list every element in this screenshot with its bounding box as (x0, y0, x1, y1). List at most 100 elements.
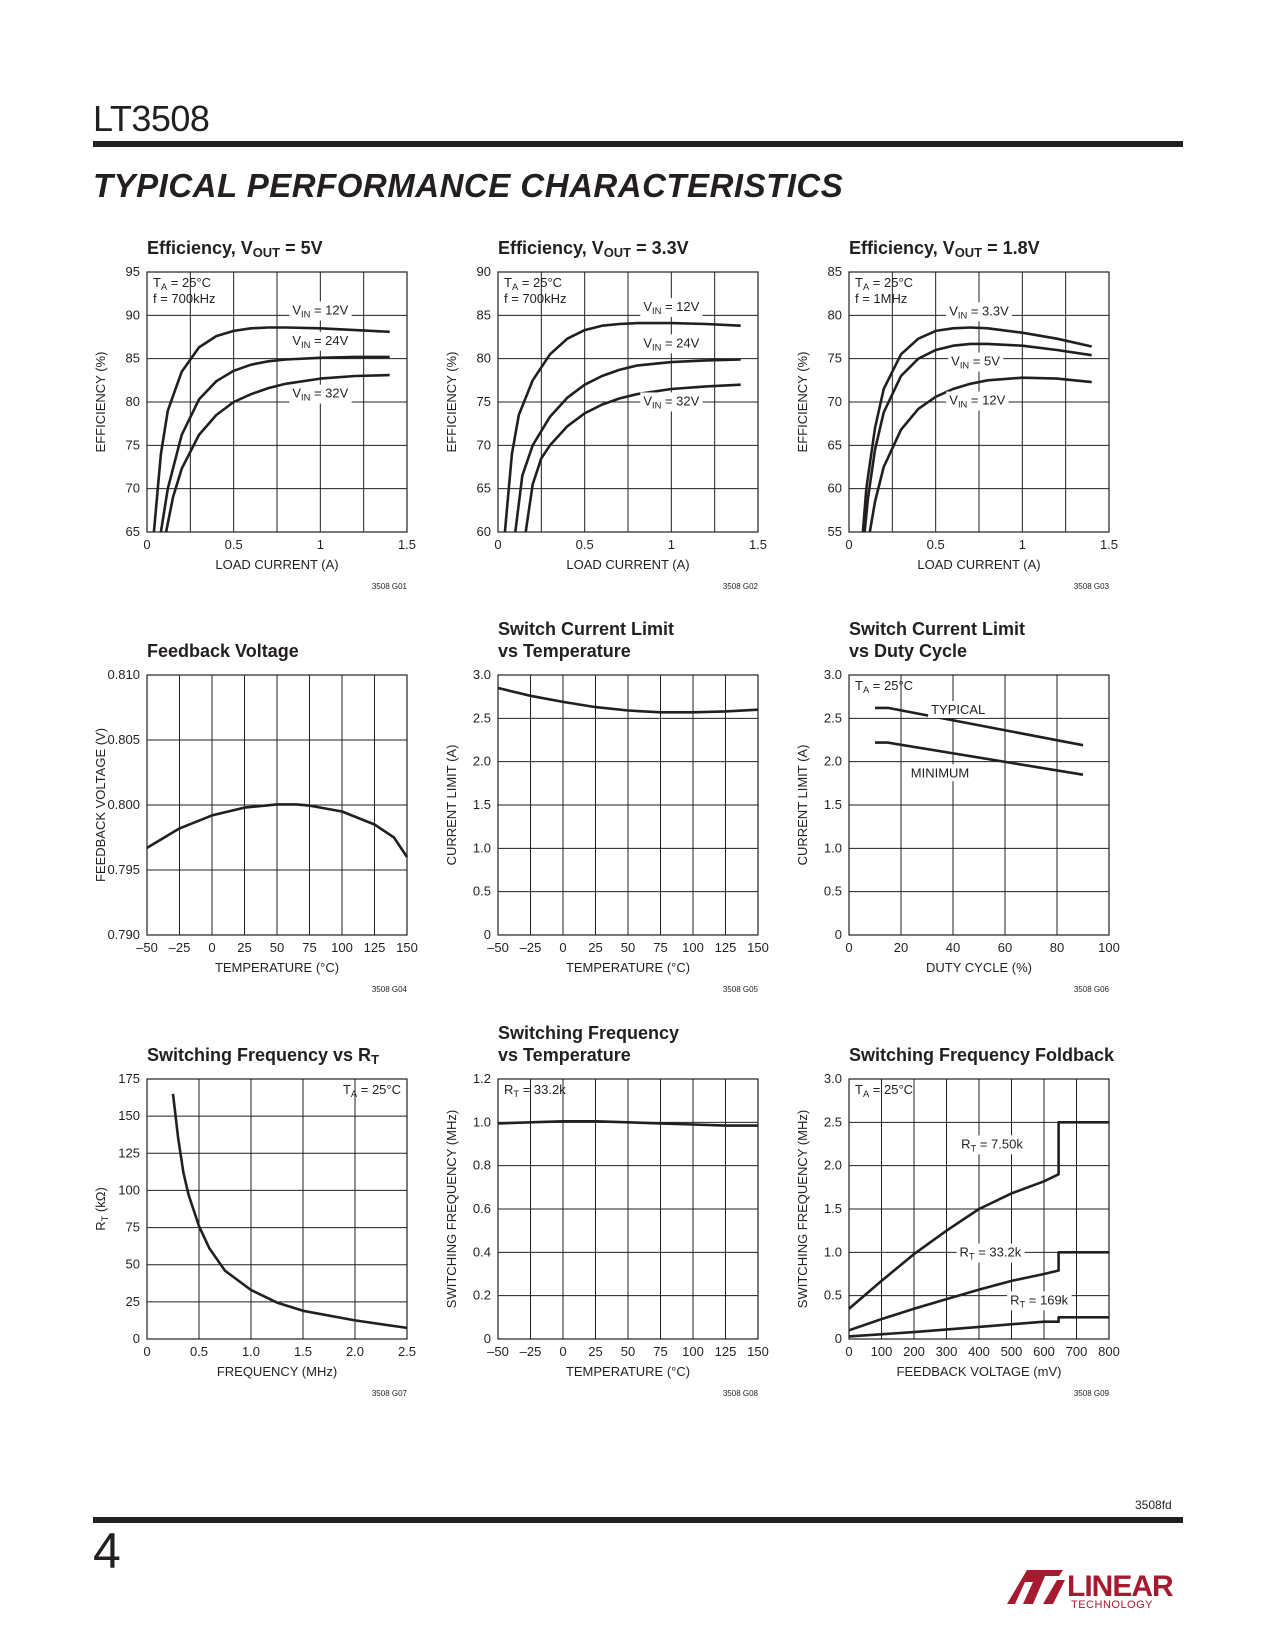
x-axis-label-part: FREQUENCY (MHz) (217, 1364, 337, 1379)
y-tick-label: 0 (484, 927, 491, 942)
x-tick-label: 150 (747, 1344, 769, 1359)
y-axis-label: SWITCHING FREQUENCY (MHz) (795, 1110, 810, 1308)
plot-frame (848, 1078, 1110, 1340)
chart-title: Efficiency, VOUT = 5V (147, 238, 323, 260)
x-axis-label-part: FEEDBACK VOLTAGE (mV) (897, 1364, 1062, 1379)
chart-title: vs Duty Cycle (849, 641, 967, 661)
x-tick-label: 50 (621, 1344, 635, 1359)
x-tick-label: 75 (302, 940, 316, 955)
y-tick-label: 0.6 (473, 1201, 491, 1216)
series-label-part: V (292, 302, 301, 317)
series-label: TYPICAL (931, 702, 985, 717)
x-tick-label: 0 (208, 940, 215, 955)
series-label: RT = 7.50k (961, 1136, 1023, 1153)
x-tick-label: 0.5 (927, 537, 945, 552)
series-label-part: = 33.2k (975, 1245, 1022, 1260)
series-line (875, 741, 1084, 776)
x-tick-label: 25 (588, 940, 602, 955)
series-label-background (1007, 1291, 1072, 1311)
x-tick-label: 2.0 (346, 1344, 364, 1359)
x-tick-label: 125 (715, 1344, 737, 1359)
chart-title: Switching Frequency (498, 1023, 679, 1043)
condition-label-part: T (504, 275, 512, 290)
y-tick-label: 90 (126, 307, 140, 322)
chart-efficiency-1v8: Efficiency, VOUT = 1.8V 0 0.5 1 1.5 55 60 65 70 7… (790, 230, 1150, 620)
y-tick-label: 3.0 (824, 1071, 842, 1086)
x-tick-label: –25 (169, 940, 191, 955)
series-label-background (640, 392, 703, 412)
chart-title-part: OUT (955, 245, 982, 260)
condition-label: TA = 25°C (855, 678, 913, 695)
condition-label: TA = 25°C (855, 1082, 913, 1099)
condition-label-part: T (153, 275, 161, 290)
series-label-part: = 24V (661, 335, 699, 350)
x-axis-label: DUTY CYCLE (%) (926, 960, 1032, 975)
y-tick-label: 1.5 (824, 1201, 842, 1216)
chart-svg: Efficiency, VOUT = 3.3V 0 0.5 1 1.5 60 65 70 75 8… (444, 238, 767, 591)
x-tick-label: 1 (317, 537, 324, 552)
series-label-part: IN (958, 400, 967, 410)
y-tick-label: 75 (126, 437, 140, 452)
x-tick-label: –50 (487, 940, 509, 955)
y-tick-label: 0.2 (473, 1288, 491, 1303)
series-label-background (946, 391, 1009, 411)
x-tick-label: 0 (143, 1344, 150, 1359)
x-tick-label: 1.5 (1100, 537, 1118, 552)
series-line (848, 1251, 1109, 1332)
series-label: RT = 169k (1010, 1292, 1069, 1309)
condition-label-part: T (855, 1082, 863, 1097)
series-line (146, 803, 409, 858)
condition-label-part: A (351, 1089, 358, 1099)
y-tick-label: 2.5 (824, 1114, 842, 1129)
x-tick-label: 0 (143, 537, 150, 552)
y-tick-label: 75 (126, 1220, 140, 1235)
series-label-part: = 5V (969, 354, 1000, 369)
x-axis-label-part: LOAD CURRENT (A) (917, 557, 1040, 572)
series-line (875, 706, 1084, 747)
x-tick-label: 1.5 (294, 1344, 312, 1359)
y-axis-label-part: CURRENT LIMIT (A) (795, 745, 810, 866)
condition-label: RT = 33.2k (504, 1082, 566, 1099)
y-tick-label: 0 (835, 1331, 842, 1346)
chart-svg: Efficiency, VOUT = 1.8V 0 0.5 1 1.5 55 60 65 70 7… (795, 238, 1118, 591)
figure-code: 3508 G05 (723, 985, 759, 994)
y-axis-label: EFFICIENCY (%) (444, 352, 459, 453)
y-tick-label: 0.5 (473, 884, 491, 899)
series-label: VIN = 32V (643, 393, 699, 410)
condition-label-part: = 33.2k (519, 1082, 566, 1097)
y-tick-label: 65 (126, 524, 140, 539)
y-tick-label: 1.2 (473, 1071, 491, 1086)
x-tick-label: 1.0 (242, 1344, 260, 1359)
y-tick-label: 3.0 (473, 667, 491, 682)
chart-title: vs Temperature (498, 641, 631, 661)
y-tick-label: 70 (126, 481, 140, 496)
condition-label: TA = 25°C (343, 1082, 401, 1099)
y-axis-label: EFFICIENCY (%) (93, 352, 108, 453)
x-axis-label: FEEDBACK VOLTAGE (mV) (897, 1364, 1062, 1379)
y-tick-label: 1.0 (824, 840, 842, 855)
chart-efficiency-3v3: Efficiency, VOUT = 3.3V 0 0.5 1 1.5 60 65 70 75 8… (439, 230, 799, 620)
chart-title-part: vs Temperature (498, 1045, 631, 1065)
y-tick-label: 80 (126, 394, 140, 409)
x-tick-label: 100 (871, 1344, 893, 1359)
condition-label-part: = 25°C (518, 275, 562, 290)
chart-title: Efficiency, VOUT = 3.3V (498, 238, 689, 260)
series-label-part: V (292, 333, 301, 348)
x-tick-label: –50 (487, 1344, 509, 1359)
x-tick-label: 100 (331, 940, 353, 955)
x-axis-label-part: LOAD CURRENT (A) (215, 557, 338, 572)
condition-label: f = 700kHz (153, 291, 216, 306)
series-line (497, 686, 759, 714)
y-tick-label: 75 (828, 351, 842, 366)
x-tick-label: 150 (747, 940, 769, 955)
x-tick-label: 0 (845, 537, 852, 552)
series-label-part: R (960, 1245, 969, 1260)
x-tick-label: 1 (668, 537, 675, 552)
series-label-background (907, 764, 973, 782)
condition-label: TA = 25°C (153, 275, 211, 292)
series-line (164, 373, 390, 533)
series-label: VIN = 12V (643, 299, 699, 316)
y-axis-label-part: EFFICIENCY (%) (795, 352, 810, 453)
y-tick-label: 85 (126, 351, 140, 366)
